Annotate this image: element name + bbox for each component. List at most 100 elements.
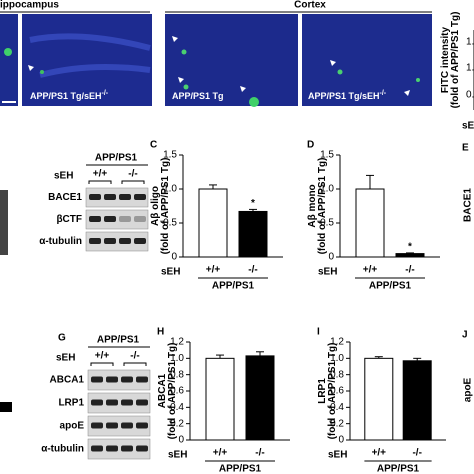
bar (355, 188, 385, 258)
panel-letter: G (58, 333, 66, 344)
band (104, 216, 116, 222)
band (119, 238, 131, 244)
label-text: APP/PS1 Tg/sEH (308, 91, 380, 101)
label-line: (fold of APP/PS1 Tg) (317, 158, 328, 255)
panel-letter: C (150, 140, 157, 151)
y-tick-label: 0.5 (163, 218, 177, 229)
band (119, 194, 131, 200)
x-tick-label: -/- (405, 265, 414, 276)
band (136, 376, 148, 383)
lane-bracket (90, 362, 114, 366)
x-tick-label: +/+ (206, 265, 221, 276)
y-tick-label: 1.0 (170, 353, 184, 364)
y-tick-label: 0 (171, 252, 177, 263)
y-tick-label: 1.0 (330, 353, 344, 364)
band (91, 422, 103, 429)
blot-label: ABCA1 (50, 375, 85, 386)
bar (402, 360, 432, 441)
label-text: APP/PS1 Tg/sEH (30, 91, 102, 101)
image-label: APP/PS1 Tg/sEH-/- (30, 90, 109, 102)
bar (364, 357, 394, 441)
row-label: sEH (54, 171, 73, 182)
band (91, 445, 103, 452)
y-tick-label: 0 (178, 435, 184, 446)
row-label: sEH (318, 267, 337, 278)
row-label: sEH (168, 450, 187, 461)
y-axis-label: ABCA1(fold of APP/PS1 Tg) (157, 343, 178, 440)
header: Cortex (294, 0, 326, 11)
bar-fragment (0, 402, 12, 412)
tissue (29, 33, 151, 78)
blot-group: APP/PS1 (95, 153, 138, 164)
bar (238, 210, 268, 258)
image (165, 14, 298, 106)
band (121, 399, 133, 406)
bar (395, 253, 425, 258)
row-label: sEH (328, 450, 347, 461)
blot-label: βCTF (56, 214, 82, 225)
blot (85, 187, 149, 208)
annotation: * (251, 198, 255, 209)
blot-label: BACE1 (48, 192, 82, 203)
y-tick-label: 0.2 (330, 418, 344, 429)
y-tick-label: 1.0 (320, 184, 334, 195)
lane-bracket (121, 180, 145, 184)
band (104, 238, 116, 244)
bar (198, 188, 228, 258)
group-label: APP/PS1 (377, 464, 420, 474)
plaque (249, 97, 259, 107)
row-label: sEH (56, 353, 75, 364)
panel-letter: H (157, 327, 164, 338)
y-tick-label: 1.5 (320, 150, 334, 161)
y-tick-label: 0.6 (330, 386, 344, 397)
label-line: ABCA1 (157, 373, 168, 408)
header: ippocampus (0, 0, 59, 11)
annotation: * (408, 242, 412, 253)
panel-letter: E (462, 143, 469, 154)
lane-label: -/- (130, 351, 139, 362)
x-tick-label: -/- (248, 265, 257, 276)
x-tick-label: +/+ (363, 265, 378, 276)
micrographs (0, 11, 432, 107)
band (121, 445, 133, 452)
y-tick-label: 0.4 (170, 402, 184, 413)
y-axis-label: Aβ oligo(fold of APP/PS1 Tg) (150, 158, 171, 255)
y-axis-label: BACE1 (463, 188, 474, 222)
image (22, 14, 152, 106)
panel-letter: D (307, 140, 314, 151)
band (136, 399, 148, 406)
band (134, 216, 146, 222)
y-tick-label: 1.0 (163, 184, 177, 195)
lane-label: +/+ (93, 169, 108, 180)
label-line: (fold of APP/PS1 Tg) (327, 343, 338, 440)
group-label: APP/PS1 (369, 281, 412, 292)
panel-letter: J (462, 330, 468, 341)
band (89, 238, 101, 244)
panel-letter: I (317, 327, 320, 338)
band (119, 216, 131, 222)
tick-label: 1. (466, 37, 474, 48)
band (121, 376, 133, 383)
blot-label: apoE (60, 421, 85, 432)
y-tick-label: 0 (338, 435, 344, 446)
tick-label: 1. (466, 63, 474, 74)
band (136, 422, 148, 429)
image-label: APP/PS1 Tg (172, 91, 224, 101)
label-line: FITC intensity (440, 27, 451, 94)
lane-bracket (123, 362, 147, 366)
blot (85, 231, 149, 252)
band (91, 399, 103, 406)
plaque (4, 48, 12, 56)
label-line: (fold of APP/PS1 Tg) (167, 343, 178, 440)
y-tick-label: 0 (328, 252, 334, 263)
group-label: APP/PS1 (219, 464, 262, 474)
group-label: APP/PS1 (212, 281, 255, 292)
band (106, 399, 118, 406)
blot-label: α-tubulin (41, 444, 84, 455)
blot (87, 438, 151, 460)
y-tick-label: 1.5 (163, 150, 177, 161)
label-line: LRP1 (317, 378, 328, 404)
row-label: sEH (161, 267, 180, 278)
blot-group: APP/PS1 (97, 335, 140, 346)
